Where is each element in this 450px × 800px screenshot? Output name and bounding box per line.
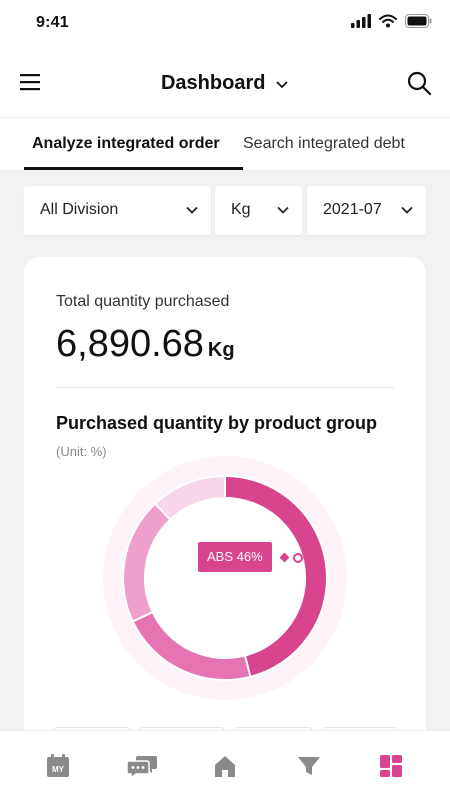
- page-title-dropdown[interactable]: Dashboard: [0, 72, 450, 95]
- period-select-value: 2021-07: [323, 201, 382, 218]
- total-quantity-number: 6,890.68: [56, 323, 204, 365]
- page-title: Dashboard: [160, 72, 266, 95]
- cellular-signal-icon: [351, 14, 371, 28]
- nav-dashboard[interactable]: [378, 753, 406, 779]
- battery-icon: [405, 14, 432, 28]
- nav-home[interactable]: [212, 753, 240, 779]
- bottom-nav: MY: [0, 730, 450, 800]
- unit-select-value: Kg: [231, 201, 251, 218]
- home-icon: [215, 756, 235, 777]
- total-quantity-value: 6,890.68 Kg: [56, 323, 235, 366]
- menu-icon[interactable]: [20, 72, 42, 92]
- chart-title: Purchased quantity by product group: [56, 413, 378, 433]
- tooltip-label: ABS: [207, 549, 234, 564]
- tab-bar: Analyze integrated order Search integrat…: [0, 118, 450, 170]
- chevron-down-icon: [276, 81, 288, 88]
- total-quantity-unit: Kg: [207, 339, 235, 361]
- nav-chat[interactable]: [126, 753, 158, 780]
- chevron-down-icon: [277, 206, 289, 214]
- summary-card: Total quantity purchased 6,890.68 Kg Purc…: [24, 257, 426, 800]
- chat-icon: [126, 756, 157, 780]
- chart-tooltip: ABS 46%: [198, 542, 272, 572]
- nav-filter[interactable]: [296, 753, 324, 779]
- unit-select[interactable]: Kg: [215, 186, 302, 235]
- period-select[interactable]: 2021-07: [307, 186, 426, 235]
- total-quantity-label: Total quantity purchased: [56, 293, 230, 310]
- division-select[interactable]: All Division: [24, 186, 211, 235]
- nav-my-calendar[interactable]: MY: [45, 753, 73, 779]
- dashboard-grid-icon: [380, 755, 402, 777]
- tab-analyze-integrated-order[interactable]: Analyze integrated order: [32, 135, 220, 152]
- tooltip-pointer-icon: [279, 552, 303, 563]
- active-tab-indicator: [24, 167, 243, 170]
- nav-my-text: MY: [52, 765, 65, 774]
- status-time: 9:41: [36, 14, 69, 31]
- donut-hole: [145, 498, 305, 658]
- app-header: Dashboard: [0, 48, 450, 118]
- chevron-down-icon: [186, 206, 198, 214]
- division-select-value: All Division: [40, 201, 119, 218]
- chart-unit-label: (Unit: %): [56, 444, 107, 459]
- divider: [56, 387, 394, 388]
- filter-icon: [298, 757, 320, 775]
- wifi-icon: [379, 14, 397, 28]
- tooltip-value: 46%: [236, 549, 263, 564]
- tab-search-integrated-debt[interactable]: Search integrated debt: [243, 135, 405, 152]
- filter-row: All Division Kg 2021-07: [0, 186, 450, 235]
- status-icons: [351, 14, 432, 28]
- chevron-down-icon: [401, 206, 413, 214]
- donut-chart[interactable]: [101, 454, 349, 702]
- calendar-my-icon: MY: [47, 754, 69, 777]
- search-icon[interactable]: [406, 70, 432, 96]
- status-bar: 9:41: [0, 0, 450, 48]
